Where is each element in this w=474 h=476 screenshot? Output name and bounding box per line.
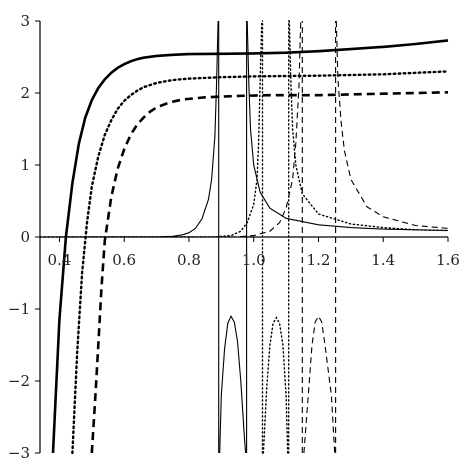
x-ticks: 0.4 0.6 0.8 1.0 1.2 1.4 1.6 (47, 237, 460, 269)
y-tick-label: 0 (20, 228, 30, 246)
x-tick-label: 0.8 (177, 251, 201, 269)
y-tick-label: −2 (8, 372, 30, 390)
y-tick-label: 3 (20, 12, 30, 30)
series-10-dashed-thin-line (39, 20, 302, 238)
series-5-solid-thin-line (219, 314, 247, 454)
series-7-dotted-thin-line (39, 20, 263, 238)
x-tick-label: 1.0 (242, 251, 266, 269)
x-tick-label: 1.2 (307, 251, 331, 269)
y-ticks: 3 2 1 0 −1 −2 −3 (8, 12, 40, 462)
series-8-dotted-thin-line (262, 316, 289, 454)
series-12-dashed-thin-line (335, 20, 449, 229)
x-tick-label: 0.4 (47, 251, 71, 269)
series-6-solid-thin-line (246, 20, 449, 232)
y-tick-label: −1 (8, 300, 30, 318)
y-tick-label: −3 (8, 444, 30, 462)
x-tick-label: 1.4 (371, 251, 395, 269)
y-tick-label: 1 (20, 156, 30, 174)
x-tick-label: 1.6 (436, 251, 460, 269)
series-1-solid-thick-line (51, 39, 449, 454)
x-tick-label: 0.6 (112, 251, 136, 269)
y-tick-label: 2 (20, 84, 30, 102)
series-3-dashed-thick-line (90, 91, 449, 454)
series-11-dashed-thin-line (303, 315, 336, 454)
series-2-dotted-thick-line (71, 70, 450, 455)
